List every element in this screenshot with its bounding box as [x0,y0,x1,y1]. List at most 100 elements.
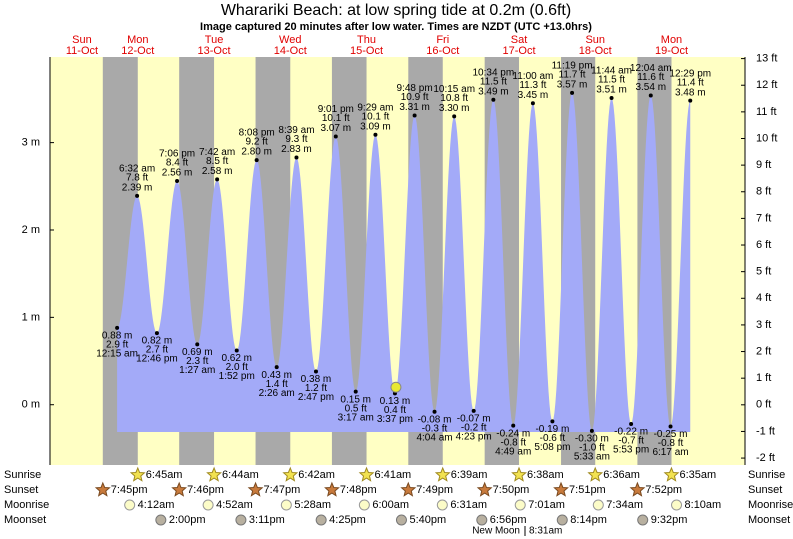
moonset-time: 2:00pm [169,514,206,526]
tide-point [570,90,575,95]
sunrise-time: 6:42am [298,469,335,481]
y2-tick-label: 9 ft [756,159,771,171]
y2-tick-label: 0 ft [756,399,771,411]
tide-time: 12:29 pm [669,68,711,79]
moonrise-time: 6:00am [372,499,409,511]
y2-tick-label: 13 ft [756,53,777,65]
moonset-time: 9:32pm [651,514,688,526]
tide-feet: 9.2 ft [246,137,268,148]
moonset-icon [637,514,649,526]
tide-label: 3.51 m [596,85,627,96]
tide-time: 8:08 pm [239,128,275,139]
moonset-icon [235,514,247,526]
sunset-time: 7:47pm [264,484,301,496]
chart-subtitle: Image captured 20 minutes after low wate… [200,21,592,33]
tide-feet: -0.8 ft [500,437,526,448]
tide-feet: -0.7 ft [618,436,644,447]
row-label: Sunrise [748,469,785,481]
tide-label: 3.09 m [360,121,391,132]
y2-tick-label: 4 ft [756,292,771,304]
moonrise-time: 4:12am [138,499,175,511]
y2-tick-label: 10 ft [756,132,777,144]
tide-label: 3.45 m [518,90,549,101]
y2-tick-label: 1 ft [756,372,771,384]
tide-time: 6:32 am [119,164,155,175]
moonrise-time: 8:10am [685,499,722,511]
tide-point [530,101,535,106]
tide-time: 9:29 am [357,102,393,113]
tide-label: 3.54 m [635,82,666,93]
sunset-time: 7:52pm [645,484,682,496]
day-name: Tue [205,34,224,46]
tide-point [175,179,180,184]
tide-label: -0.19 m [535,424,569,435]
tide-label: 0.69 m [182,347,213,358]
moonset-icon [556,514,568,526]
tide-feet: 9.3 ft [285,134,307,145]
tide-time: 3:17 am [338,412,374,423]
tide-point [668,424,673,429]
tide-label: 3.49 m [478,86,509,97]
row-label: Sunset [4,484,38,496]
tide-label: 2.56 m [162,168,193,179]
tide-time: 4:04 am [416,432,452,443]
y2-tick-label: 11 ft [756,106,777,118]
tide-time: 1:27 am [179,365,215,376]
sunset-time: 7:51pm [569,484,606,496]
tide-time: 2:26 am [259,388,295,399]
moonrise-time: 7:01am [528,499,565,511]
sunset-icon [629,481,646,497]
moonrise-icon [671,499,683,511]
tide-time: 5:53 pm [613,445,649,456]
tide-feet: -0.6 ft [540,433,566,444]
moonrise-icon [280,499,292,511]
sunset-time: 7:46pm [187,484,224,496]
tide-point [215,177,220,182]
tide-point [432,409,437,414]
tide-feet: 11.5 ft [598,75,625,86]
day-name: Mon [127,34,148,46]
tide-label: 2.39 m [122,183,153,194]
moonrise-icon [202,499,214,511]
y2-tick-label: 12 ft [756,79,777,91]
row-label: Moonrise [748,499,793,511]
tide-label: 0.43 m [261,370,292,381]
row-label: Moonset [748,514,790,526]
tide-curve [117,92,691,432]
tide-point [154,331,159,336]
tide-time: 12:46 pm [136,354,178,365]
day-date: 11-Oct [66,45,98,57]
tide-label: 3.30 m [439,103,470,114]
tide-label: -0.08 m [418,414,452,425]
tide-feet: -0.8 ft [658,438,684,449]
sunset-time: 7:48pm [340,484,377,496]
moonset-time: 6:56pm [490,514,527,526]
moonset-time: 3:11pm [249,514,285,526]
tide-feet: -0.2 ft [461,422,487,433]
tide-feet: 11.3 ft [519,80,546,91]
tide-label: 0.38 m [301,374,332,385]
tide-time: 10:34 pm [473,67,515,78]
tide-point [471,408,476,413]
tide-label: 0.82 m [142,336,173,347]
tide-feet: 8.4 ft [166,158,188,169]
sunset-time: 7:50pm [493,484,530,496]
y-tick-label: 2 m [22,224,40,236]
sunrise-time: 6:44am [222,469,259,481]
tide-feet: 10.1 ft [362,111,390,122]
day-date: 12-Oct [121,45,154,57]
y2-tick-label: -1 ft [756,425,775,437]
tide-point [648,93,653,98]
tide-time: 12:15 am [96,348,138,359]
tide-feet: 2.0 ft [226,362,248,373]
tide-time: 10:15 am [433,84,475,95]
y2-tick-label: 3 ft [756,319,771,331]
tide-point [294,155,299,160]
tide-feet: 11.6 ft [637,72,664,83]
sunset-icon [247,481,264,497]
tide-label: 3.31 m [399,102,430,113]
tide-feet: 0.5 ft [345,403,367,414]
day-name: Fri [436,34,449,46]
tide-feet: -1.0 ft [579,443,605,454]
